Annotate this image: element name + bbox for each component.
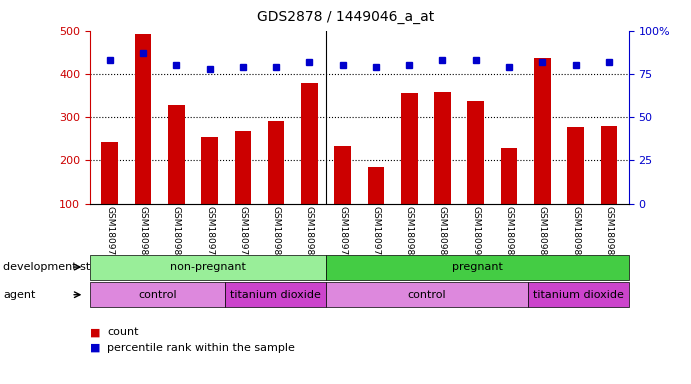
Bar (334, 146, 351, 204)
Text: GSM180977: GSM180977 (372, 206, 381, 261)
Text: GSM180984: GSM180984 (405, 206, 414, 261)
Text: development stage: development stage (3, 262, 111, 272)
Text: GSM180986: GSM180986 (438, 206, 447, 261)
Text: titanium dioxide: titanium dioxide (533, 290, 624, 300)
Text: control: control (408, 290, 446, 300)
Bar (501, 148, 518, 204)
Bar (567, 127, 584, 204)
Bar (467, 101, 484, 204)
Text: GSM180978: GSM180978 (205, 206, 214, 261)
Bar (301, 83, 318, 204)
Bar (168, 105, 184, 204)
Bar (401, 93, 417, 204)
Bar (368, 167, 384, 204)
Text: non-pregnant: non-pregnant (170, 262, 246, 272)
Text: agent: agent (3, 290, 36, 300)
Bar (268, 121, 285, 204)
Text: ■: ■ (90, 343, 100, 353)
Text: titanium dioxide: titanium dioxide (229, 290, 321, 300)
Text: GSM180985: GSM180985 (139, 206, 148, 261)
Text: GSM180989: GSM180989 (172, 206, 181, 261)
Bar (201, 137, 218, 204)
Text: control: control (138, 290, 176, 300)
Text: count: count (107, 327, 139, 337)
Text: GSM180976: GSM180976 (105, 206, 114, 261)
Bar (434, 92, 451, 204)
Text: GSM180988: GSM180988 (605, 206, 614, 261)
Bar (534, 58, 551, 204)
Text: pregnant: pregnant (452, 262, 502, 272)
Bar (135, 34, 151, 204)
Bar (234, 131, 252, 204)
Bar (102, 142, 118, 204)
Text: GSM180987: GSM180987 (571, 206, 580, 261)
Text: GSM180980: GSM180980 (272, 206, 281, 261)
Text: GSM180983: GSM180983 (538, 206, 547, 261)
Bar (600, 126, 617, 204)
Text: GSM180979: GSM180979 (238, 206, 247, 261)
Text: ■: ■ (90, 327, 100, 337)
Text: GSM180975: GSM180975 (338, 206, 347, 261)
Text: GSM180990: GSM180990 (471, 206, 480, 261)
Text: GDS2878 / 1449046_a_at: GDS2878 / 1449046_a_at (257, 10, 434, 23)
Text: GSM180982: GSM180982 (504, 206, 513, 261)
Text: percentile rank within the sample: percentile rank within the sample (107, 343, 295, 353)
Text: GSM180981: GSM180981 (305, 206, 314, 261)
